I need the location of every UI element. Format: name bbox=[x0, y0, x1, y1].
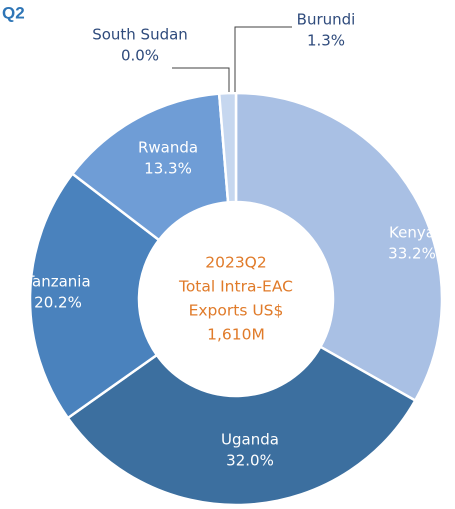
labels: Kenya 33.2% Uganda 32.0% Tanzania 20.2% Rwanda… bbox=[24, 11, 435, 470]
center-text: Total Intra-EAC bbox=[178, 278, 293, 296]
value-label: 1.3% bbox=[307, 32, 345, 50]
center-text: 1,610M bbox=[207, 326, 265, 344]
slices bbox=[28, 91, 444, 507]
slice-label: Burundi bbox=[297, 11, 356, 29]
slice-label: Rwanda bbox=[138, 139, 198, 157]
slice bbox=[66, 345, 417, 507]
value-label: 20.2% bbox=[34, 294, 82, 312]
slice bbox=[217, 91, 238, 204]
center-label: 2023Q2 Total Intra-EAC Exports US$ 1,610M bbox=[178, 254, 293, 344]
center-text: Exports US$ bbox=[189, 302, 284, 320]
value-label: 13.3% bbox=[144, 160, 192, 178]
slice bbox=[234, 91, 444, 403]
value-label: 0.0% bbox=[121, 47, 159, 65]
slice-label: Kenya bbox=[389, 224, 435, 242]
chart-title: Q2 bbox=[2, 3, 25, 22]
slice-label: Tanzania bbox=[24, 273, 90, 291]
leader-line bbox=[234, 26, 292, 92]
center-text: 2023Q2 bbox=[205, 254, 267, 272]
value-label: 33.2% bbox=[388, 245, 436, 263]
slice-label: Uganda bbox=[221, 431, 279, 449]
value-label: 32.0% bbox=[226, 452, 274, 470]
leader-line bbox=[172, 67, 230, 92]
slice bbox=[28, 172, 161, 420]
slice-label: South Sudan bbox=[92, 26, 188, 44]
slice bbox=[70, 92, 230, 242]
